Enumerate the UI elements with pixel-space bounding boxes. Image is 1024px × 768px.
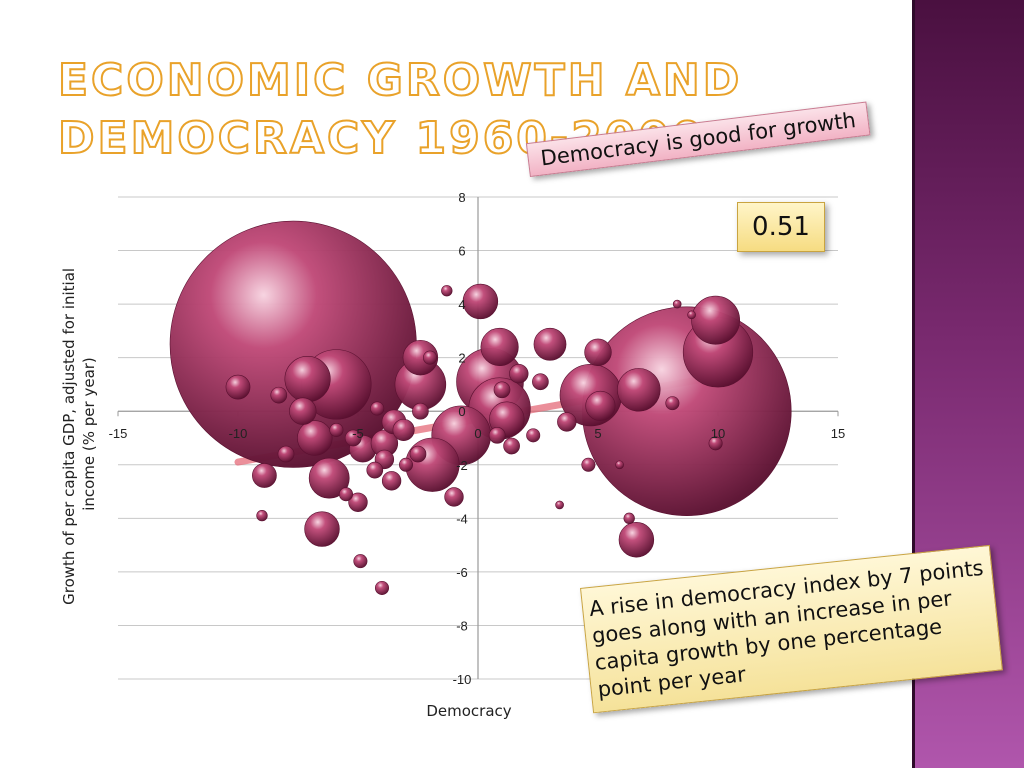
- x-tick-label: 5: [594, 426, 601, 441]
- bubble-point: [509, 364, 529, 384]
- bubble-point: [617, 368, 661, 412]
- y-tick-label: 2: [458, 351, 465, 366]
- bubble-point: [392, 418, 415, 441]
- bubble-point: [533, 327, 567, 361]
- bubble-point: [665, 396, 680, 411]
- bubble-point: [581, 457, 596, 472]
- bubble-point: [344, 429, 362, 447]
- y-tick-label: 4: [458, 297, 465, 312]
- bubble-point: [444, 487, 464, 507]
- y-tick-label: -8: [456, 618, 468, 633]
- x-tick-label: -5: [352, 426, 364, 441]
- x-tick-label: -10: [229, 426, 248, 441]
- y-tick-label: -10: [453, 672, 472, 687]
- bubble-point: [353, 554, 368, 569]
- x-tick-label: 0: [474, 426, 481, 441]
- bubble-point: [252, 463, 277, 488]
- bubble-point: [329, 422, 344, 437]
- x-axis-title: Democracy: [426, 702, 511, 720]
- bubble-point: [225, 374, 251, 400]
- y-tick-label: -4: [456, 511, 468, 526]
- bubble-point: [284, 356, 331, 403]
- bubble-point: [375, 580, 389, 595]
- bubble-point: [412, 402, 429, 420]
- bubble-point: [304, 511, 340, 547]
- y-axis-title-line-1: Growth of per capita GDP, adjusted for i…: [60, 268, 78, 605]
- bubble-point: [423, 350, 437, 365]
- x-tick-label: 10: [711, 426, 725, 441]
- bubble-point: [488, 426, 506, 444]
- bubble-point: [462, 283, 499, 320]
- bubble-point: [270, 386, 288, 404]
- y-tick-label: 6: [458, 244, 465, 259]
- bubble-point: [557, 412, 577, 432]
- bubble-point: [526, 428, 541, 443]
- bubble-chart: 8 6 4 2 0 -2 -4 -6 -8 -10 -15 -10 -5 0 5 10 15 Democracy…: [60, 190, 846, 720]
- bubble-point: [532, 373, 549, 391]
- correlation-box: 0.51: [737, 202, 825, 252]
- bubble-point: [399, 457, 413, 472]
- y-axis-title: Growth of per capita GDP, adjusted for i…: [60, 263, 98, 605]
- bubble-point: [672, 299, 682, 309]
- y-axis-title-line-2: income (% per year): [80, 357, 98, 511]
- bubble-point: [585, 390, 616, 421]
- bubble-point: [409, 445, 427, 463]
- bubble-point: [169, 220, 417, 468]
- side-band-stripe: [912, 0, 915, 768]
- bubble-point: [708, 436, 723, 451]
- bubble-point: [402, 339, 439, 376]
- bubble-point: [381, 471, 402, 491]
- bubble-point: [480, 327, 519, 367]
- bubble-point: [370, 401, 385, 416]
- bubble-point: [618, 522, 655, 558]
- bubble-point: [308, 457, 350, 499]
- bubble-point: [297, 420, 333, 456]
- bubble-point: [405, 437, 460, 492]
- bubble-point: [555, 500, 564, 510]
- bubble-point: [277, 445, 295, 463]
- bubble-point: [441, 285, 453, 297]
- bubble-series: [169, 220, 792, 595]
- y-tick-label: -2: [456, 458, 468, 473]
- x-tick-label: 15: [831, 426, 845, 441]
- bubble-point: [339, 487, 353, 502]
- bubble-point: [687, 310, 696, 320]
- bubble-point: [623, 512, 635, 524]
- bubble-point: [366, 461, 384, 479]
- y-tick-label: 8: [458, 190, 465, 205]
- bubble-point: [256, 510, 268, 522]
- bubble-point: [691, 295, 741, 345]
- bubble-point: [503, 437, 520, 455]
- bubble-point: [584, 338, 612, 366]
- y-tick-label: 0: [458, 404, 465, 419]
- bubble-point: [348, 492, 368, 512]
- slide-title-line-1: ECONOMIC GROWTH AND: [57, 54, 743, 107]
- bubble-point: [493, 381, 511, 399]
- tick-labels: 8 6 4 2 0 -2 -4 -6 -8 -10 -15 -10 -5 0 5 10 15: [109, 190, 846, 687]
- x-tick-label: -15: [109, 426, 128, 441]
- bubble-point: [615, 460, 624, 470]
- bubble-point: [289, 397, 317, 425]
- y-tick-label: -6: [456, 565, 468, 580]
